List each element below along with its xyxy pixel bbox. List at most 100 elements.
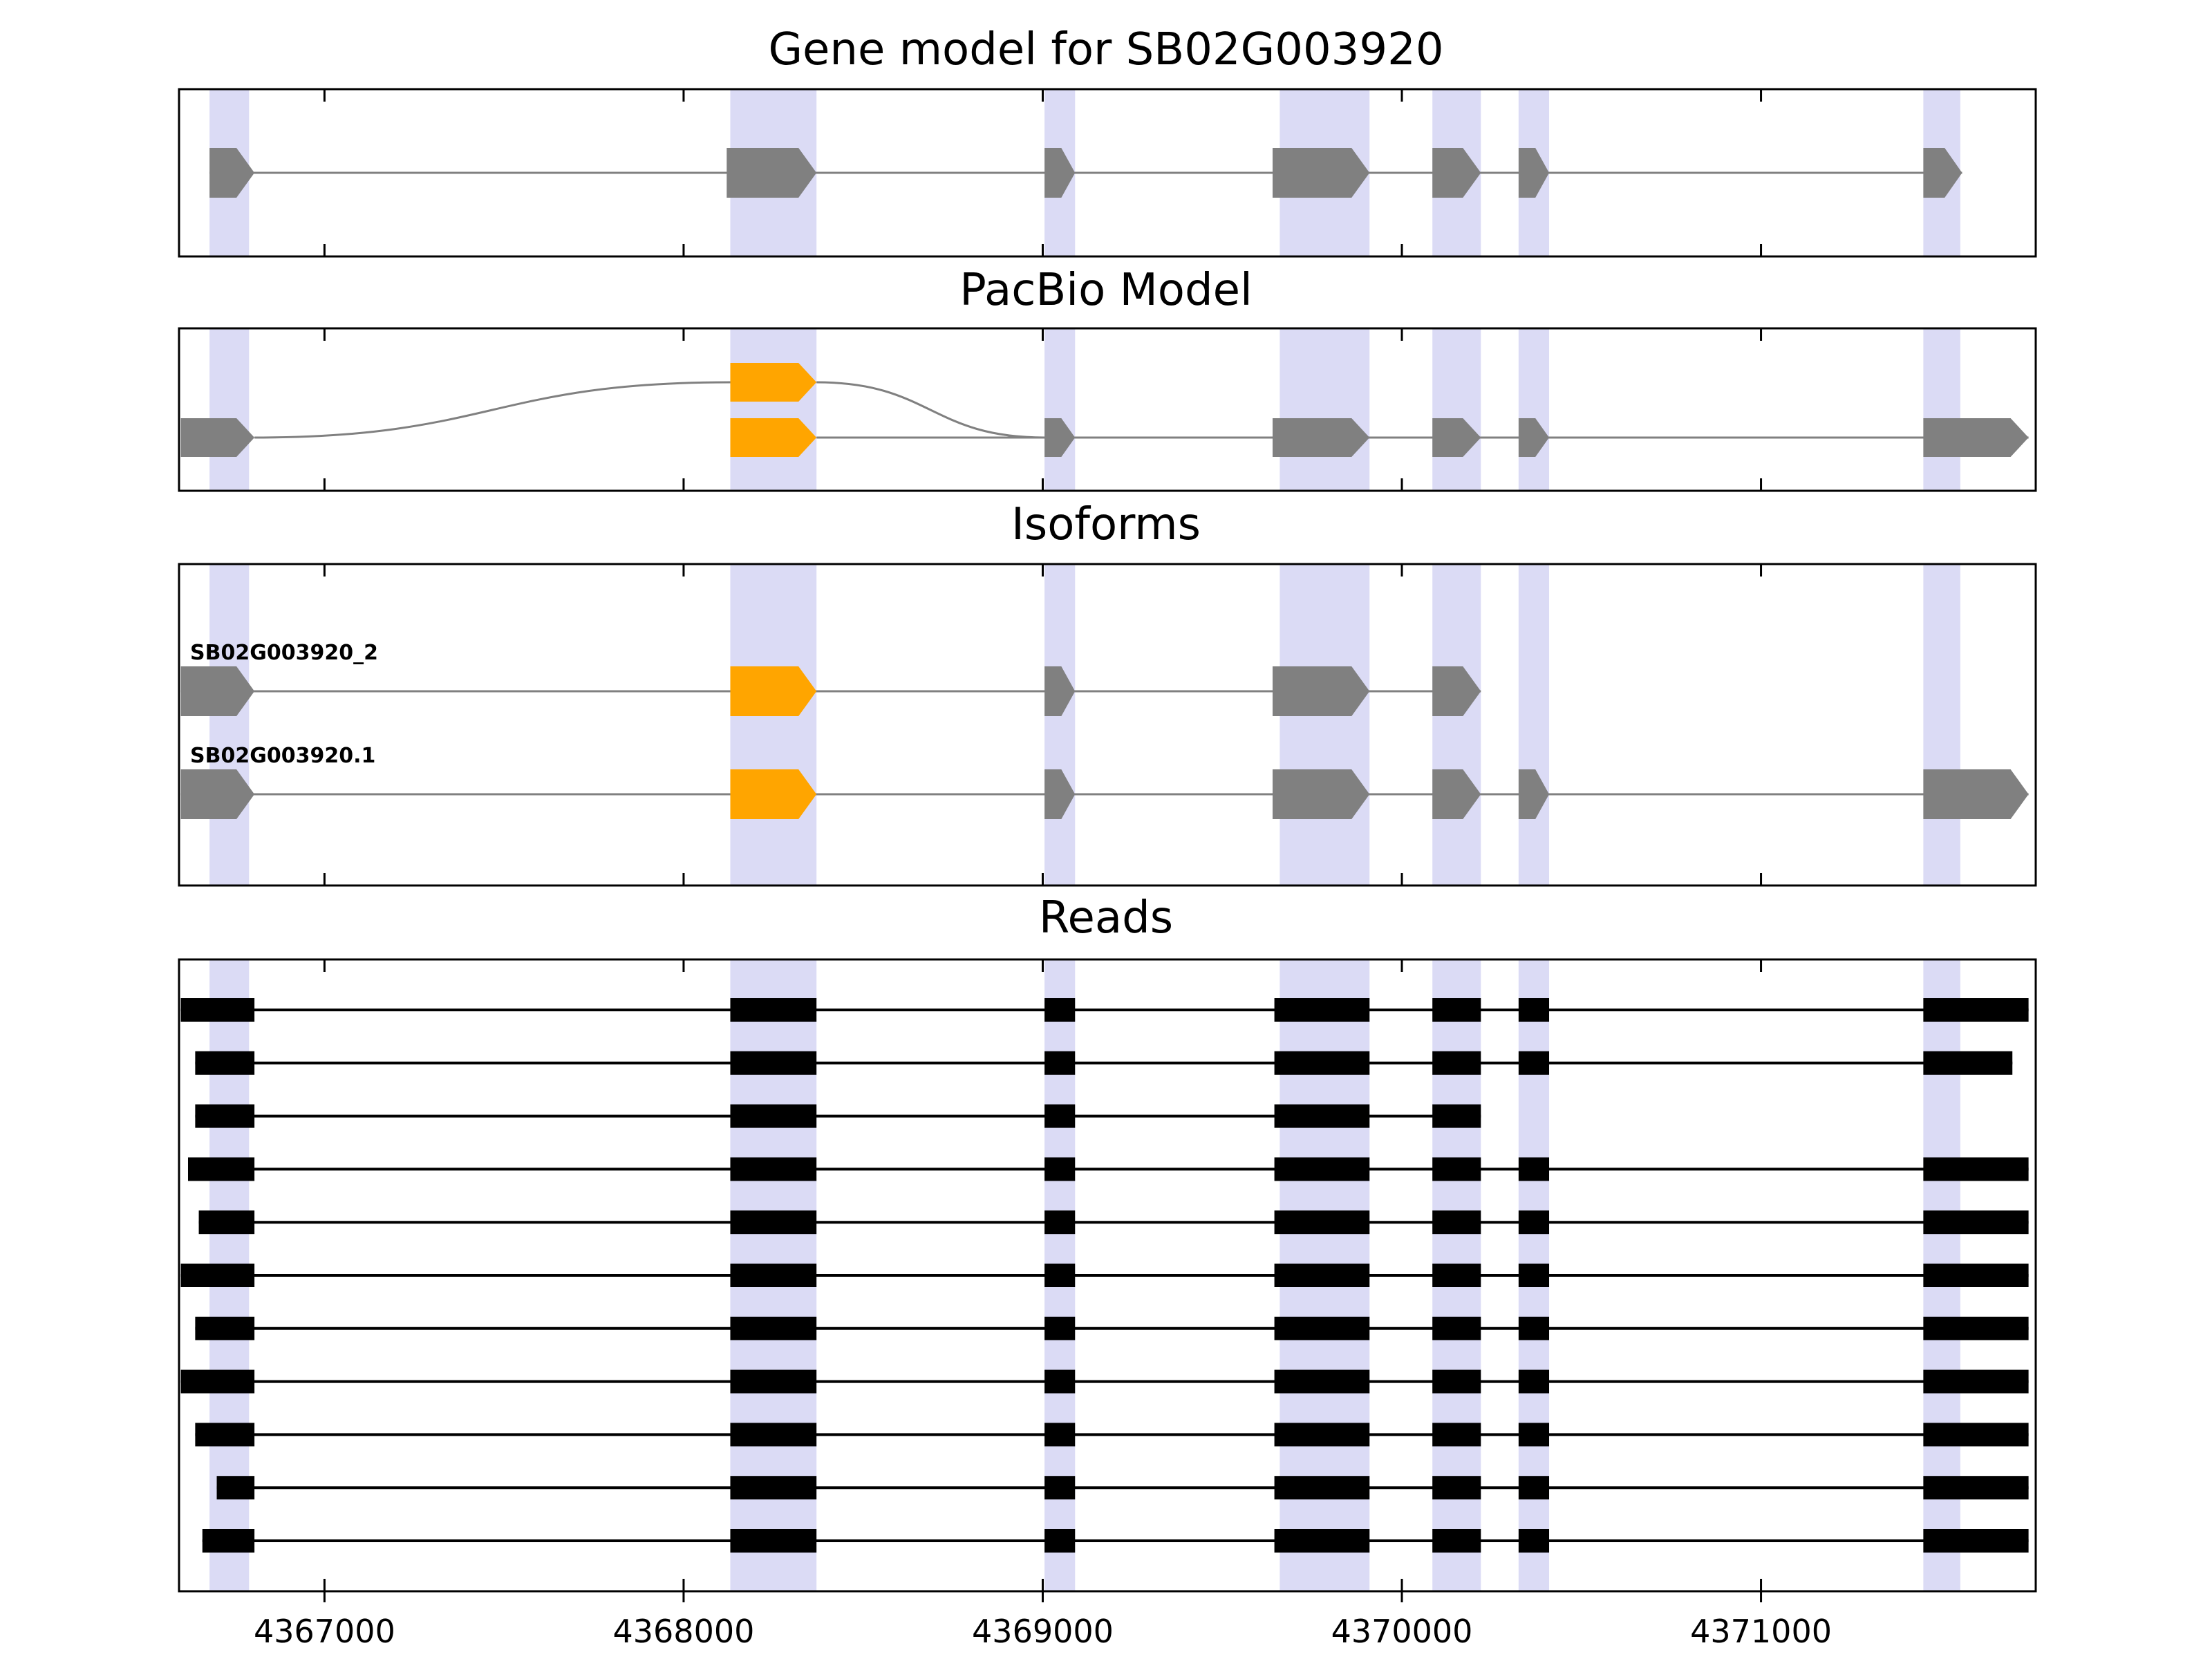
exon-gray: [180, 769, 255, 819]
exon-gray: [1432, 418, 1481, 457]
exon-gray: [209, 148, 255, 198]
read-block: [195, 1423, 255, 1447]
read-block: [730, 1104, 817, 1128]
read-block: [1923, 1157, 2029, 1181]
read-block: [730, 1316, 817, 1340]
highlight-band: [209, 328, 250, 491]
splice-arc: [254, 381, 731, 439]
read-block: [1044, 1369, 1076, 1394]
x-tick-label: 4370000: [1331, 1613, 1473, 1650]
exon-orange: [730, 666, 817, 716]
read-block: [216, 1476, 255, 1500]
highlight-band: [1044, 328, 1076, 491]
read-block: [187, 1157, 255, 1181]
read-block: [1274, 1423, 1370, 1447]
highlight-band: [209, 564, 250, 885]
exon-gray: [180, 666, 255, 716]
highlight-band: [1518, 564, 1550, 885]
read-block: [1274, 1210, 1370, 1235]
read-block: [1518, 1423, 1550, 1447]
read-block: [1518, 1316, 1550, 1340]
x-tick-label: 4367000: [254, 1613, 395, 1650]
read-block: [1432, 1210, 1481, 1235]
read-block: [1274, 1529, 1370, 1553]
highlight-band: [1044, 564, 1076, 885]
x-tick-label: 4368000: [613, 1613, 755, 1650]
exon-gray: [1044, 418, 1076, 457]
read-block: [1923, 1423, 2029, 1447]
reads-title: Reads: [1038, 892, 1174, 944]
read-block: [1274, 1316, 1370, 1340]
exon-gray: [1518, 418, 1550, 457]
read-block: [195, 1104, 255, 1128]
highlight-band: [1432, 328, 1481, 491]
read-block: [1044, 1051, 1076, 1075]
read-block: [730, 1369, 817, 1394]
isoforms-title: Isoforms: [1011, 499, 1201, 550]
exon-gray: [1923, 148, 1962, 198]
gene-model-title: Gene model for SB02G003920: [768, 24, 1444, 75]
exon-orange: [730, 363, 817, 402]
read-block: [1923, 1210, 2029, 1235]
read-block: [1432, 998, 1481, 1022]
x-tick-label: 4369000: [972, 1613, 1114, 1650]
pacbio-model-title: PacBio Model: [959, 265, 1253, 316]
read-block: [1518, 1157, 1550, 1181]
panel-border: [178, 327, 2037, 492]
exon-gray: [1272, 418, 1370, 457]
read-block: [1518, 998, 1550, 1022]
read-block: [1432, 1157, 1481, 1181]
read-block: [1923, 1369, 2029, 1394]
read-block: [1044, 1316, 1076, 1340]
exon-gray: [1923, 418, 2029, 457]
read-block: [1432, 1264, 1481, 1287]
exon-gray: [1044, 666, 1076, 716]
read-block: [1432, 1423, 1481, 1447]
exon-orange: [730, 418, 817, 457]
read-block: [1432, 1529, 1481, 1553]
exon-gray: [727, 148, 817, 198]
read-block: [1044, 1264, 1076, 1287]
read-block: [1274, 1369, 1370, 1394]
highlight-band: [730, 564, 817, 885]
read-block: [1432, 1369, 1481, 1394]
read-block: [1044, 1423, 1076, 1447]
read-block: [730, 1051, 817, 1075]
read-block: [1518, 1051, 1550, 1075]
panel-border: [178, 563, 2037, 887]
exon-gray: [1923, 769, 2029, 819]
highlight-band: [1518, 328, 1550, 491]
read-block: [1044, 1104, 1076, 1128]
highlight-band: [1280, 328, 1370, 491]
x-tick-label: 4371000: [1690, 1613, 1832, 1650]
read-block: [730, 1157, 817, 1181]
exon-orange: [730, 769, 817, 819]
read-block: [730, 998, 817, 1022]
read-block: [1923, 1051, 2013, 1075]
panel-border: [178, 88, 2037, 258]
highlight-band: [1432, 564, 1481, 885]
read-block: [1923, 998, 2029, 1022]
read-block: [1044, 1157, 1076, 1181]
exon-gray: [1044, 769, 1076, 819]
read-block: [1274, 1157, 1370, 1181]
read-block: [1518, 1264, 1550, 1287]
read-block: [1274, 1264, 1370, 1287]
read-block: [1923, 1316, 2029, 1340]
read-block: [1432, 1476, 1481, 1500]
highlight-band: [1923, 564, 1960, 885]
exon-gray: [1272, 666, 1370, 716]
read-block: [1923, 1264, 2029, 1287]
exon-gray: [1044, 148, 1076, 198]
read-block: [1432, 1104, 1481, 1128]
read-block: [1274, 1051, 1370, 1075]
read-block: [1274, 1104, 1370, 1128]
read-block: [195, 1316, 255, 1340]
read-block: [180, 998, 255, 1022]
read-block: [1044, 1476, 1076, 1500]
read-block: [180, 1264, 255, 1287]
isoform-label: SB02G003920_2: [190, 641, 378, 665]
read-block: [1518, 1476, 1550, 1500]
read-block: [202, 1529, 255, 1553]
